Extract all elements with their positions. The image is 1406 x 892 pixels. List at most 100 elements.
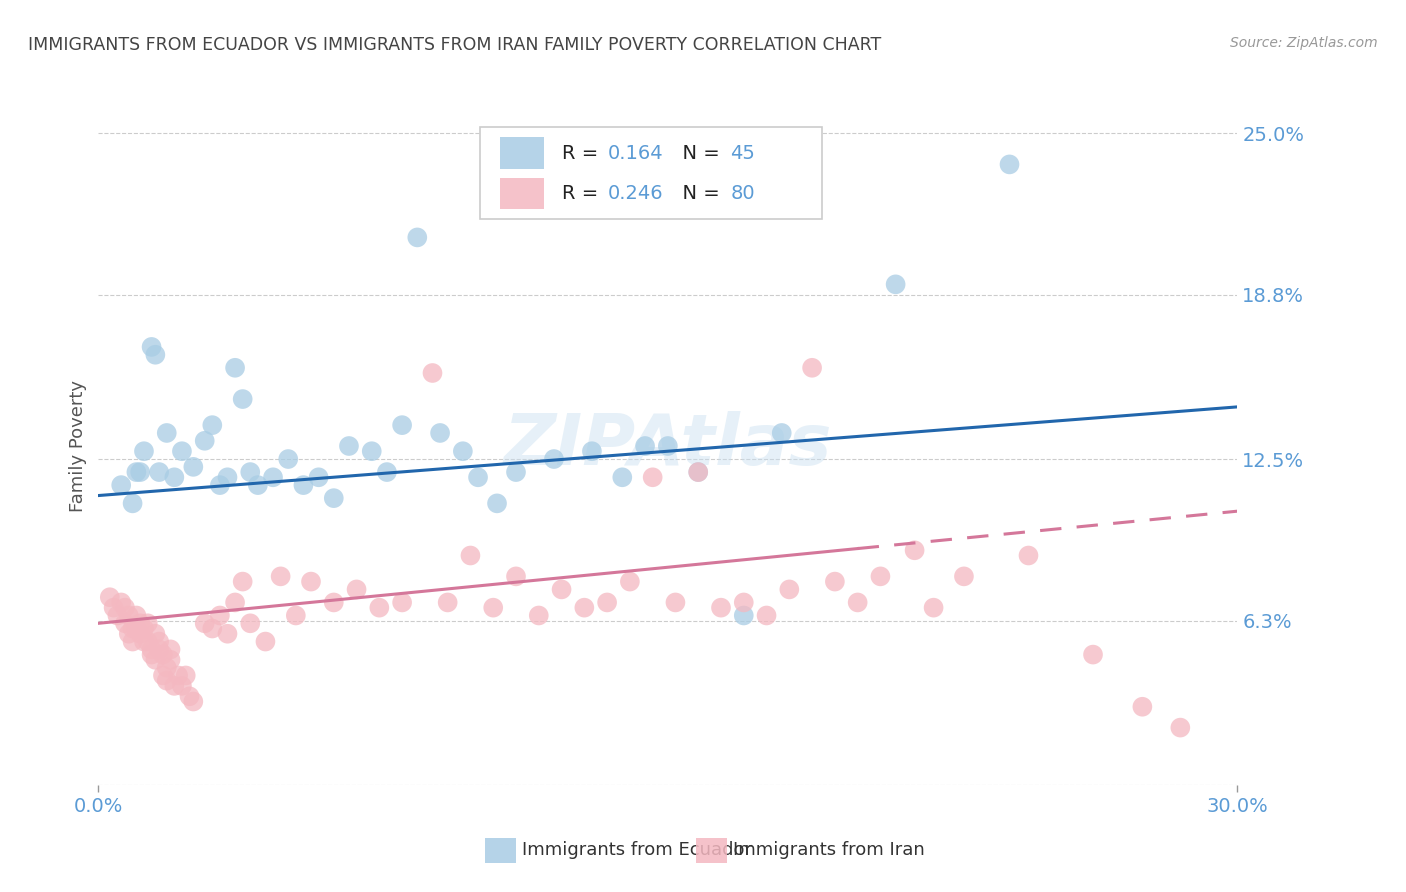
Point xyxy=(129,465,152,479)
Point xyxy=(391,595,413,609)
Point xyxy=(98,591,121,605)
Y-axis label: Family Poverty: Family Poverty xyxy=(69,380,87,512)
Point xyxy=(110,478,132,492)
Point xyxy=(118,626,141,640)
Point xyxy=(770,425,793,440)
Point xyxy=(346,582,368,597)
Point xyxy=(998,157,1021,171)
Point xyxy=(688,465,710,479)
Point xyxy=(733,595,755,609)
Point xyxy=(194,616,217,631)
Point xyxy=(239,465,262,479)
Point xyxy=(141,642,163,657)
Point xyxy=(460,549,482,563)
Point xyxy=(232,392,254,406)
Point xyxy=(208,478,231,492)
Point xyxy=(391,418,413,433)
Point xyxy=(299,574,322,589)
Point xyxy=(159,642,181,657)
Point xyxy=(118,608,141,623)
Point xyxy=(167,668,190,682)
Point xyxy=(170,444,193,458)
Point xyxy=(132,634,155,648)
Point xyxy=(641,470,664,484)
Point xyxy=(129,626,152,640)
Point xyxy=(284,608,307,623)
Point xyxy=(107,608,129,623)
Point xyxy=(103,600,125,615)
Point xyxy=(156,425,179,440)
Point xyxy=(429,425,451,440)
Point xyxy=(486,496,509,510)
Point xyxy=(254,634,277,648)
Point xyxy=(846,595,869,609)
Text: IMMIGRANTS FROM ECUADOR VS IMMIGRANTS FROM IRAN FAMILY POVERTY CORRELATION CHART: IMMIGRANTS FROM ECUADOR VS IMMIGRANTS FR… xyxy=(28,36,882,54)
Text: Immigrants from Ecuador: Immigrants from Ecuador xyxy=(522,841,752,859)
Point xyxy=(322,491,344,505)
Point xyxy=(152,648,174,662)
Point xyxy=(801,360,824,375)
Point xyxy=(145,348,167,362)
Point xyxy=(110,595,132,609)
Point xyxy=(953,569,976,583)
Point xyxy=(217,626,239,640)
Point xyxy=(156,673,179,688)
Point xyxy=(163,679,186,693)
Point xyxy=(482,600,505,615)
Point xyxy=(436,595,458,609)
Point xyxy=(277,452,299,467)
Point xyxy=(159,653,181,667)
Point xyxy=(612,470,634,484)
Point xyxy=(136,634,159,648)
Point xyxy=(550,582,572,597)
Text: ZIPAtlas: ZIPAtlas xyxy=(503,411,832,481)
Point xyxy=(179,690,201,704)
FancyBboxPatch shape xyxy=(479,128,821,219)
Point xyxy=(121,634,143,648)
Point xyxy=(114,616,136,631)
Point xyxy=(527,608,550,623)
Point xyxy=(145,626,167,640)
Point xyxy=(174,668,197,682)
Point xyxy=(505,465,527,479)
Point xyxy=(208,608,231,623)
Point xyxy=(239,616,262,631)
Point xyxy=(688,465,710,479)
Point xyxy=(183,459,205,474)
Point xyxy=(664,595,686,609)
Point xyxy=(368,600,391,615)
Point xyxy=(1018,549,1040,563)
Point xyxy=(733,608,755,623)
Point xyxy=(322,595,344,609)
Point xyxy=(132,444,155,458)
Point xyxy=(125,622,148,636)
Point xyxy=(201,622,224,636)
Point xyxy=(148,634,170,648)
Point xyxy=(136,616,159,631)
Point xyxy=(657,439,679,453)
Point xyxy=(581,444,603,458)
Point xyxy=(778,582,800,597)
Point xyxy=(246,478,269,492)
Point xyxy=(156,660,179,674)
Text: 0.246: 0.246 xyxy=(607,184,664,202)
Point xyxy=(270,569,292,583)
Point xyxy=(710,600,733,615)
Point xyxy=(505,569,527,583)
Point xyxy=(337,439,360,453)
FancyBboxPatch shape xyxy=(501,137,544,169)
Point xyxy=(224,595,246,609)
Point xyxy=(1081,648,1104,662)
Point xyxy=(145,653,167,667)
Point xyxy=(292,478,315,492)
Point xyxy=(141,340,163,354)
Point xyxy=(884,277,907,292)
Text: R =: R = xyxy=(562,184,605,202)
Text: N =: N = xyxy=(671,184,725,202)
Point xyxy=(543,452,565,467)
FancyBboxPatch shape xyxy=(501,178,544,209)
Point xyxy=(121,622,143,636)
Point xyxy=(132,622,155,636)
Point xyxy=(121,496,143,510)
Point xyxy=(904,543,927,558)
